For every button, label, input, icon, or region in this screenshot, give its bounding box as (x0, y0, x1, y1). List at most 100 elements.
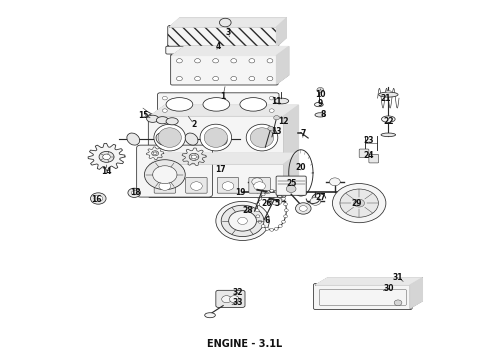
Text: 33: 33 (232, 298, 243, 307)
Text: 27: 27 (315, 193, 326, 202)
Circle shape (256, 203, 260, 206)
Circle shape (195, 59, 200, 63)
Circle shape (274, 190, 278, 193)
Ellipse shape (127, 133, 140, 145)
Circle shape (249, 76, 255, 81)
Circle shape (270, 228, 273, 231)
Text: 21: 21 (381, 94, 391, 103)
Circle shape (252, 178, 263, 186)
FancyBboxPatch shape (217, 177, 239, 193)
Text: 12: 12 (279, 117, 289, 126)
Ellipse shape (205, 313, 216, 318)
Circle shape (213, 59, 219, 63)
Text: 28: 28 (242, 206, 253, 215)
Circle shape (176, 76, 182, 81)
FancyBboxPatch shape (137, 145, 213, 197)
Circle shape (282, 197, 286, 200)
FancyBboxPatch shape (166, 46, 280, 54)
Ellipse shape (156, 117, 169, 124)
Circle shape (270, 109, 274, 112)
Circle shape (267, 59, 273, 63)
Circle shape (284, 203, 288, 206)
Ellipse shape (240, 98, 267, 111)
FancyBboxPatch shape (154, 177, 175, 193)
Ellipse shape (379, 92, 398, 97)
Ellipse shape (274, 98, 289, 104)
Text: 18: 18 (130, 188, 141, 197)
Circle shape (151, 151, 159, 156)
Circle shape (153, 152, 157, 154)
Circle shape (213, 76, 219, 81)
Circle shape (265, 228, 269, 230)
Text: 30: 30 (383, 284, 393, 293)
Ellipse shape (250, 128, 273, 147)
Polygon shape (150, 105, 298, 116)
Polygon shape (410, 278, 422, 308)
Circle shape (286, 185, 296, 193)
Circle shape (291, 178, 301, 186)
Circle shape (131, 191, 137, 195)
Ellipse shape (185, 133, 198, 145)
Ellipse shape (203, 98, 230, 111)
Circle shape (221, 205, 264, 237)
Circle shape (159, 182, 171, 190)
Circle shape (332, 184, 386, 223)
Circle shape (261, 225, 265, 228)
Circle shape (295, 203, 311, 214)
Circle shape (255, 209, 259, 212)
Polygon shape (88, 143, 125, 170)
Text: 2: 2 (192, 120, 196, 129)
FancyBboxPatch shape (148, 114, 286, 165)
Ellipse shape (166, 98, 193, 111)
Circle shape (153, 166, 177, 184)
Circle shape (267, 76, 273, 81)
Circle shape (284, 209, 288, 212)
Ellipse shape (315, 113, 326, 117)
Circle shape (91, 193, 106, 204)
Circle shape (270, 96, 274, 100)
Ellipse shape (158, 128, 181, 147)
FancyBboxPatch shape (314, 284, 412, 310)
Polygon shape (150, 153, 298, 164)
Ellipse shape (204, 128, 227, 147)
Circle shape (278, 225, 282, 228)
Text: 13: 13 (271, 127, 282, 136)
Ellipse shape (156, 133, 169, 145)
Text: 20: 20 (295, 163, 306, 172)
Ellipse shape (315, 103, 323, 107)
Polygon shape (276, 46, 289, 84)
Text: 19: 19 (235, 188, 245, 197)
Circle shape (162, 96, 167, 100)
Circle shape (128, 188, 141, 197)
Circle shape (189, 153, 199, 161)
Text: 8: 8 (320, 110, 325, 119)
Circle shape (99, 152, 114, 162)
Circle shape (317, 87, 324, 93)
Ellipse shape (154, 124, 186, 151)
FancyBboxPatch shape (158, 93, 279, 116)
Circle shape (254, 182, 266, 190)
Polygon shape (172, 46, 289, 55)
Text: 4: 4 (216, 42, 221, 51)
FancyBboxPatch shape (276, 176, 306, 195)
Text: 5: 5 (274, 199, 279, 208)
Text: ENGINE - 3.1L: ENGINE - 3.1L (207, 339, 283, 349)
Ellipse shape (386, 90, 391, 93)
Text: 23: 23 (364, 136, 374, 145)
Circle shape (273, 116, 279, 120)
FancyBboxPatch shape (249, 177, 270, 193)
Circle shape (238, 217, 247, 224)
Circle shape (330, 178, 340, 186)
Circle shape (221, 296, 231, 303)
Polygon shape (170, 18, 286, 27)
Text: 25: 25 (286, 179, 296, 188)
Polygon shape (316, 278, 422, 285)
Text: 15: 15 (138, 112, 148, 121)
Circle shape (229, 211, 256, 231)
Polygon shape (276, 18, 286, 46)
Ellipse shape (147, 115, 159, 122)
Text: 16: 16 (92, 195, 102, 204)
Circle shape (265, 190, 269, 193)
Text: 11: 11 (271, 97, 282, 106)
Ellipse shape (166, 118, 178, 125)
